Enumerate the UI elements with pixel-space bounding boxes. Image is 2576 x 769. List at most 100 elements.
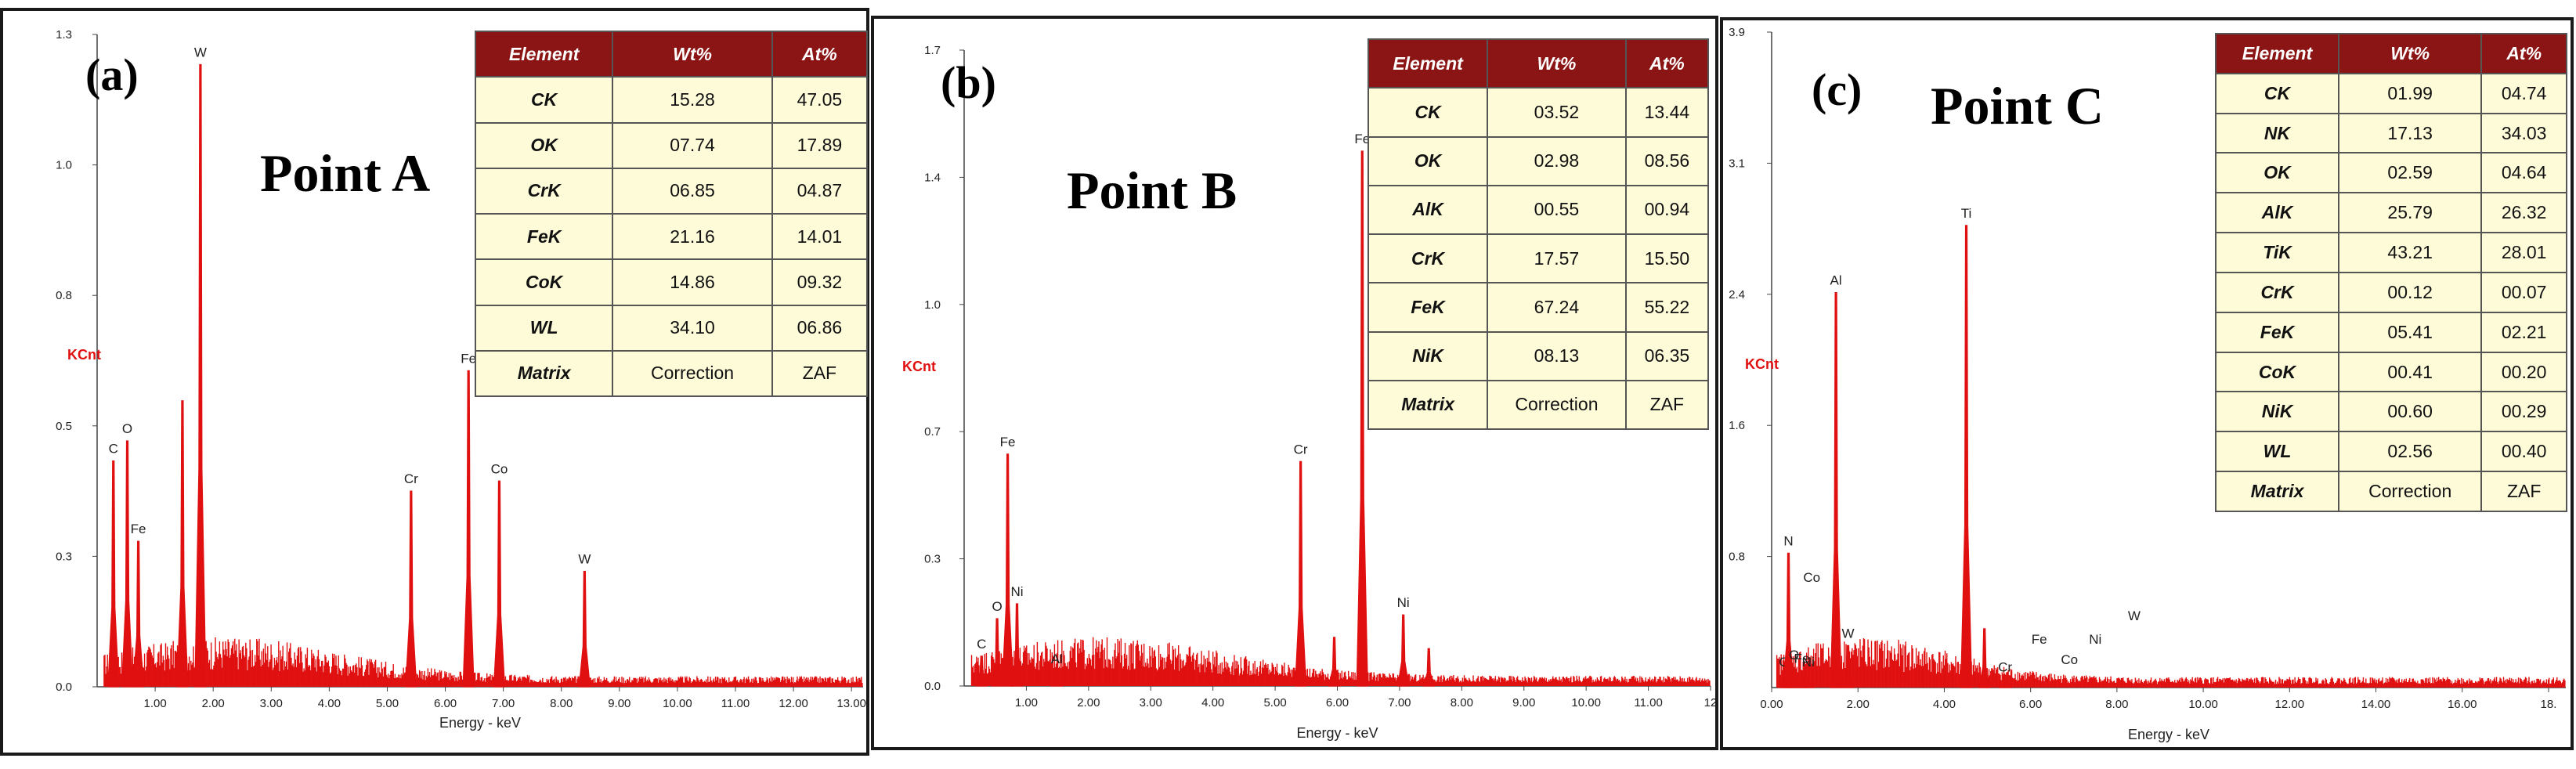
x-tick-label: 12	[1704, 696, 1715, 709]
x-tick-label: 8.00	[550, 697, 573, 710]
element-cell: OK	[1367, 135, 1489, 186]
table-row: WL 34.10 06.86	[474, 304, 869, 352]
value-cell: 34.03	[2480, 112, 2567, 154]
element-cell: CrK	[1367, 233, 1489, 284]
x-tick-label: 5.00	[376, 697, 399, 710]
peak-c-8	[1978, 628, 1991, 688]
y-tick-label: 0.7	[924, 425, 941, 439]
peak-a-2	[132, 540, 145, 688]
table-row: Matrix Correction ZAF	[1367, 379, 1710, 431]
element-annotation: W	[2128, 608, 2141, 623]
y-tick-label: 0.8	[56, 289, 72, 302]
table-row: WL 02.56 00.40	[2214, 431, 2567, 473]
value-cell: 00.12	[2338, 271, 2483, 313]
peak-a-6	[462, 370, 475, 688]
x-tick-label: 1.00	[143, 697, 166, 710]
value-cell: ZAF	[1624, 379, 1710, 431]
peak-b-2	[1001, 453, 1014, 687]
table-header-cell: Wt%	[1487, 38, 1627, 89]
peak-label: Fe	[1794, 652, 1810, 666]
table-row: CrK 00.12 00.07	[2214, 271, 2567, 313]
spectrum-panel-b: 0.0 0.3 0.7 1.0 1.4 1.7 1.00 2.00 3.00 4.00 5.00 6.…	[871, 16, 1718, 750]
x-tick-label: 6.00	[1326, 696, 1349, 709]
value-cell: 00.60	[2338, 391, 2483, 433]
element-cell: OK	[474, 121, 614, 169]
table-header-cell: At%	[1624, 38, 1710, 89]
peak-label: W	[194, 45, 207, 60]
y-tick-label: 0.3	[924, 553, 941, 566]
peak-label: Ni	[1010, 584, 1023, 599]
element-cell: CoK	[474, 258, 614, 306]
x-tick-label: 12.00	[2275, 698, 2305, 711]
peak-c-5	[1830, 292, 1842, 688]
y-tick-label: 0.0	[56, 681, 72, 694]
value-cell: 26.32	[2480, 192, 2567, 234]
x-tick-label: 3.00	[1140, 696, 1162, 709]
value-cell: 05.41	[2338, 311, 2483, 353]
value-cell: 17.13	[2338, 112, 2483, 154]
peak-a-3	[176, 400, 189, 688]
spectrum-chart-c: 0.8 1.6 2.4 3.1 3.9 0.00 2.00 4.00 6.00 8.00 10.00…	[1729, 26, 2566, 742]
element-cell: Matrix	[2214, 471, 2340, 512]
peak-label: Co	[491, 461, 508, 476]
point-title-c: Point C	[1931, 76, 2104, 135]
table-header-cell: At%	[771, 30, 869, 78]
x-tick-label: 1.00	[1015, 696, 1038, 709]
table-row: FeK 05.41 02.21	[2214, 311, 2567, 353]
value-cell: 28.01	[2480, 232, 2567, 273]
peak-b-6	[1328, 637, 1341, 687]
x-axis-label: Energy - keV	[2128, 727, 2209, 742]
x-tick-label: 16.00	[2448, 698, 2477, 711]
peak-label: N	[1783, 533, 1793, 548]
value-cell: 55.22	[1624, 282, 1710, 333]
peak-a-5	[405, 490, 417, 688]
peak-a-1	[121, 440, 134, 688]
value-cell: 09.32	[771, 258, 869, 306]
x-tick-label: 8.00	[1451, 696, 1473, 709]
x-tick-label: 10.00	[1571, 696, 1601, 709]
element-cell: CK	[474, 76, 614, 124]
composition-table-c: Element Wt% At% CK 01.99 04.74 NK 17.13 34.03 OK 0…	[2214, 33, 2567, 512]
value-cell: 00.55	[1487, 184, 1627, 236]
peak-b-1	[991, 618, 1003, 687]
x-tick-label: 7.00	[1388, 696, 1411, 709]
peak-label: Al	[1830, 273, 1842, 288]
x-tick-label: 8.00	[2105, 698, 2128, 711]
value-cell: 21.16	[612, 212, 773, 261]
element-cell: CoK	[2214, 351, 2340, 393]
peak-label: Fe	[1354, 132, 1370, 146]
x-tick-label: 12.00	[779, 697, 808, 710]
x-tick-label: 10.00	[2188, 698, 2218, 711]
x-tick-label: 11.00	[721, 697, 750, 710]
y-tick-label: 1.4	[924, 171, 941, 184]
point-title-b: Point B	[1067, 161, 1237, 220]
peak-a-4	[194, 63, 207, 688]
value-cell: 43.21	[2338, 232, 2483, 273]
value-cell: 00.94	[1624, 184, 1710, 236]
value-cell: 02.21	[2480, 311, 2567, 353]
table-row: CK 03.52 13.44	[1367, 87, 1710, 138]
peak-b-8	[1396, 614, 1410, 687]
element-cell: AlK	[2214, 192, 2340, 234]
y-tick-label: 0.5	[56, 420, 72, 433]
table-header-cell: Wt%	[2338, 33, 2483, 74]
peak-label: Fe	[1000, 435, 1016, 449]
table-row: TiK 43.21 28.01	[2214, 232, 2567, 273]
table-row: OK 07.74 17.89	[474, 121, 869, 169]
peak-label: Cr	[1294, 442, 1308, 457]
value-cell: 00.20	[2480, 351, 2567, 393]
table-row: CK 15.28 47.05	[474, 76, 869, 124]
x-tick-label: 5.00	[1263, 696, 1286, 709]
table-row: CrK 06.85 04.87	[474, 167, 869, 215]
element-cell: Matrix	[474, 349, 614, 398]
y-tick-label: 1.0	[56, 159, 72, 172]
table-row: CrK 17.57 15.50	[1367, 233, 1710, 284]
table-row: Matrix Correction ZAF	[474, 349, 869, 398]
peak-a-0	[107, 460, 120, 688]
peak-label: Ni	[1802, 655, 1815, 670]
y-tick-label: 3.9	[1729, 26, 1745, 39]
composition-table-a: Element Wt% At% CK 15.28 47.05 OK 07.74 17.89 CrK…	[474, 30, 869, 398]
peak-label: Cr	[404, 471, 418, 486]
x-tick-label: 14.00	[2361, 698, 2391, 711]
x-tick-label: 2.00	[1077, 696, 1100, 709]
